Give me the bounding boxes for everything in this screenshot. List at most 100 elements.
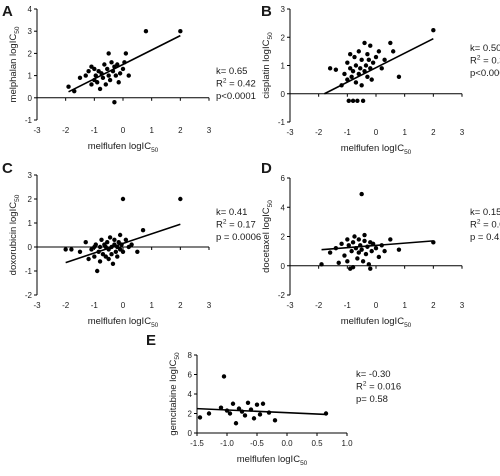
stat-p: p = 0.0006: [216, 232, 261, 243]
data-point: [143, 29, 149, 34]
data-point: [86, 68, 91, 74]
data-point: [95, 268, 100, 274]
data-point: [388, 40, 393, 46]
data-point: [350, 265, 356, 270]
data-point: [227, 411, 233, 416]
data-point: [345, 259, 350, 264]
data-point: [376, 49, 382, 54]
data-point: [95, 80, 100, 85]
data-point: [391, 49, 396, 54]
y-tick-label: 2: [188, 410, 193, 419]
data-point: [327, 66, 333, 71]
y-tick-label: 2: [281, 33, 286, 42]
x-tick-label: -3: [33, 126, 41, 135]
x-tick-label: -2: [315, 301, 323, 310]
data-point: [92, 66, 97, 72]
data-point: [93, 242, 98, 247]
data-point: [96, 249, 101, 254]
data-point: [333, 246, 339, 251]
stat-k: k= 0.15: [470, 207, 500, 218]
data-point: [339, 83, 344, 88]
data-point: [120, 249, 126, 254]
data-point: [178, 29, 183, 34]
data-point: [105, 240, 110, 245]
data-point: [349, 74, 354, 80]
y-tick-label: 3: [281, 5, 286, 14]
x-tick-label: -1.5: [190, 439, 204, 448]
x-tick-label: 1: [149, 301, 154, 310]
data-point: [319, 262, 324, 267]
data-point: [368, 66, 373, 71]
x-tick-label: -3: [286, 128, 294, 137]
data-point: [370, 60, 376, 65]
data-point: [117, 232, 123, 238]
panel-letter-b: B: [261, 3, 272, 20]
x-axis-title: melflufen logIC50: [88, 316, 159, 329]
x-tick-label: 0: [121, 301, 126, 310]
x-tick-label: -1.0: [220, 439, 234, 448]
x-tick-label: 3: [460, 301, 465, 310]
x-tick-label: 3: [460, 128, 465, 137]
data-point: [245, 400, 251, 405]
y-tick-label: -1: [278, 118, 286, 127]
data-point: [362, 68, 367, 74]
data-point: [236, 406, 242, 411]
data-point: [251, 416, 257, 421]
y-tick-label: 0: [28, 243, 33, 252]
data-point: [89, 82, 94, 87]
data-point: [242, 413, 248, 418]
x-tick-label: -3: [286, 301, 294, 310]
data-point: [266, 410, 272, 415]
data-point: [345, 77, 350, 82]
data-point: [107, 235, 113, 240]
stat-p: p<0.0001: [470, 68, 500, 79]
data-point: [359, 83, 364, 88]
data-point: [360, 98, 366, 104]
data-point: [115, 62, 120, 67]
x-tick-label: 0: [121, 126, 126, 135]
stat-r2: R2 = 0.42: [216, 78, 256, 90]
x-tick-label: -2: [62, 126, 70, 135]
data-point: [126, 73, 131, 78]
data-point: [345, 60, 350, 65]
data-point: [239, 409, 245, 414]
data-point: [119, 242, 124, 247]
stat-k: k= 0.41: [216, 207, 247, 218]
x-tick-label: -2: [62, 301, 70, 310]
x-tick-label: 0.5: [311, 439, 323, 448]
data-point: [224, 408, 230, 413]
x-axis-title: melflufen logIC50: [88, 141, 159, 154]
data-point: [373, 54, 379, 60]
y-tick-label: 1: [28, 72, 33, 81]
panel-letter-e: E: [146, 332, 156, 349]
data-point: [117, 71, 123, 76]
data-point: [359, 247, 364, 252]
y-tick-label: -1: [25, 116, 33, 125]
data-point: [366, 57, 372, 63]
data-point: [77, 75, 83, 81]
y-tick-label: 1: [281, 62, 286, 71]
data-point: [382, 248, 387, 254]
data-point: [350, 68, 356, 74]
x-axis-title: melflufen logIC50: [237, 454, 308, 467]
y-axis-title: gemcitabine logIC50: [168, 352, 181, 436]
y-tick-label: 2: [28, 195, 33, 204]
data-point: [396, 247, 402, 252]
y-tick-label: 2: [28, 49, 33, 58]
data-point: [356, 250, 361, 255]
data-point: [356, 237, 361, 242]
y-tick-label: 3: [28, 171, 33, 180]
panel-letter-c: C: [2, 160, 13, 177]
data-point: [100, 75, 106, 81]
y-tick-label: 6: [281, 174, 286, 183]
x-tick-label: 3: [207, 126, 212, 135]
y-tick-label: 2: [281, 233, 286, 242]
data-point: [352, 54, 357, 60]
data-point: [106, 51, 111, 56]
data-point: [254, 402, 260, 407]
data-point: [362, 238, 367, 244]
data-point: [102, 62, 107, 67]
x-tick-label: -1: [91, 301, 99, 310]
data-point: [369, 248, 374, 254]
